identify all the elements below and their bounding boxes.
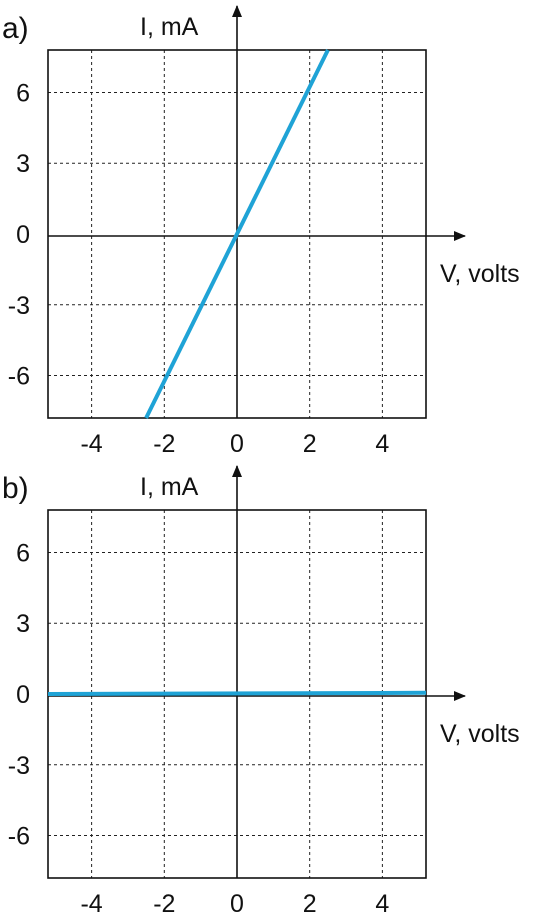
y-tick-label: 3: [16, 150, 30, 178]
x-tick-label: 2: [303, 430, 317, 458]
y-tick-label: 6: [16, 539, 30, 567]
panel-label-a: a): [2, 12, 29, 45]
y-tick-label: 0: [16, 681, 30, 709]
series-a: [144, 49, 330, 419]
panel-label-b: b): [2, 472, 29, 505]
y-tick-label: -3: [8, 292, 30, 320]
x-axis-label-a: V, volts: [440, 260, 520, 288]
x-tick-label: 4: [375, 890, 389, 917]
grid-a: [48, 50, 426, 418]
x-axis-label-b: V, volts: [440, 720, 520, 748]
y-axis-label-b: I, mA: [140, 473, 199, 501]
chart-panel-b: b) I, mA V, volts -4 -2 0 2 4 -6 -3 0 3 6: [2, 465, 520, 917]
y-tick-label: -3: [8, 752, 30, 780]
y-tick-labels-a: -6 -3 0 3 6: [8, 79, 30, 390]
x-tick-label: 4: [375, 430, 389, 458]
x-tick-labels-b: -4 -2 0 2 4: [80, 890, 389, 917]
x-tick-label: 2: [303, 890, 317, 917]
chart-panel-a: a) I, mA V, volts -4 -2 0 2 4 -6 -3 0 3 6: [2, 5, 520, 458]
series-line: [47, 690, 427, 696]
y-axis-label-a: I, mA: [140, 13, 199, 41]
y-tick-label: -6: [8, 823, 30, 851]
y-tick-labels-b: -6 -3 0 3 6: [8, 539, 30, 850]
x-tick-label: 0: [230, 430, 244, 458]
y-tick-label: 0: [16, 221, 30, 249]
y-tick-label: 3: [16, 610, 30, 638]
x-tick-label: 0: [230, 890, 244, 917]
y-tick-label: 6: [16, 79, 30, 107]
series-line: [144, 49, 330, 419]
x-tick-label: -4: [80, 430, 102, 458]
y-tick-label: -6: [8, 363, 30, 391]
x-tick-labels-a: -4 -2 0 2 4: [80, 430, 389, 458]
x-tick-label: -2: [153, 430, 175, 458]
x-tick-label: -2: [153, 890, 175, 917]
x-tick-label: -4: [80, 890, 102, 917]
series-b: [47, 690, 427, 696]
grid-b: [48, 510, 426, 878]
